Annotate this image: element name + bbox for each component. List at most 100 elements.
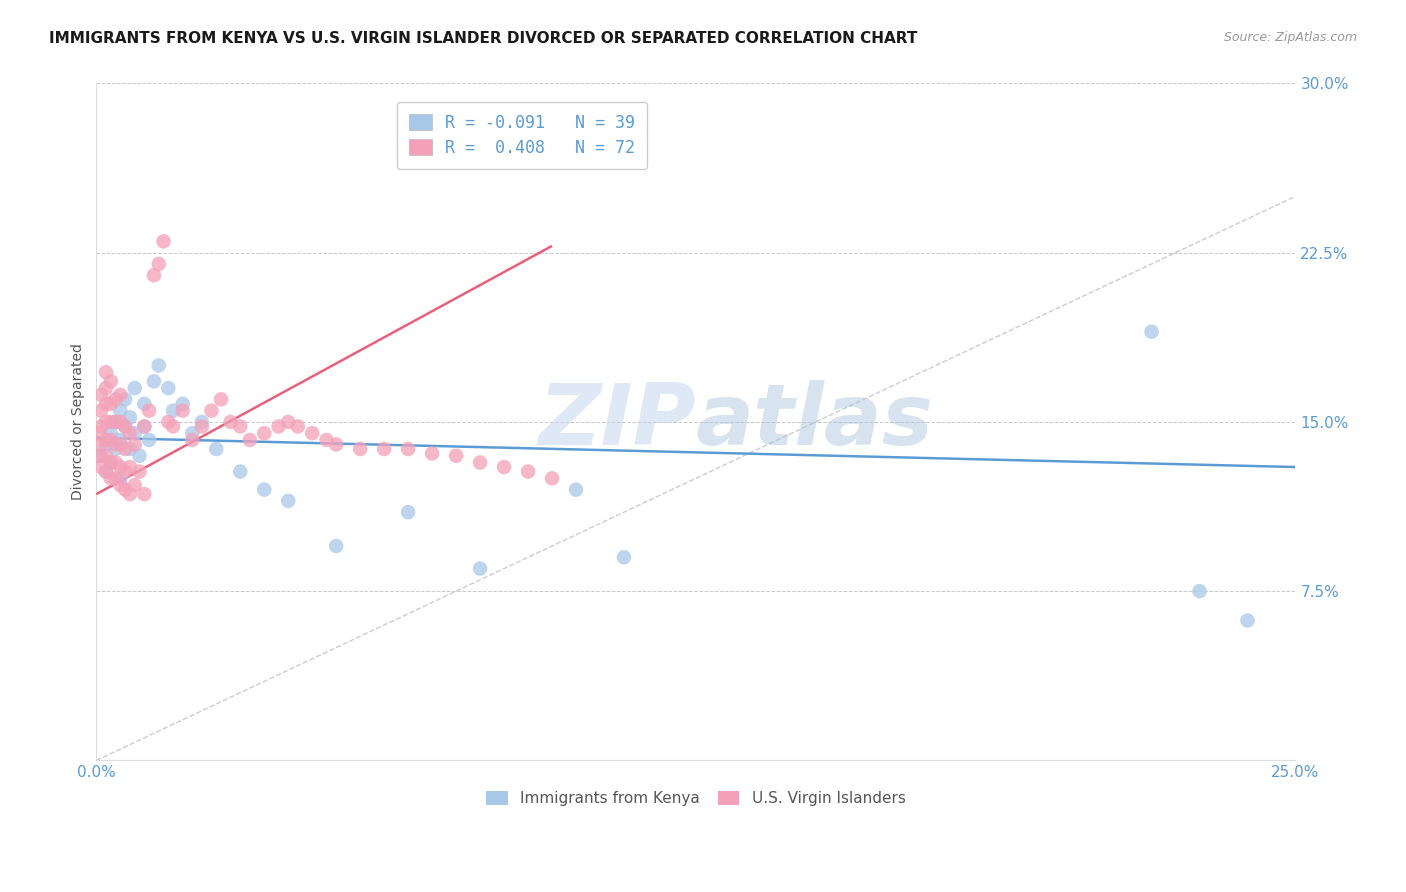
Point (349, 442, 371, 456)
Point (468, 561, 491, 575)
Point (396, 442, 419, 456)
Point (172, 397, 194, 411)
Point (219, 415, 242, 429)
Point (114, 419, 136, 434)
Point (134, 397, 156, 411)
Point (124, 437, 146, 451)
Point (90, 460, 112, 475)
Point (90, 388, 112, 402)
Point (110, 471, 132, 485)
Point (100, 374, 122, 388)
Text: ZIP: ZIP (538, 380, 696, 464)
Point (118, 410, 141, 425)
Point (134, 487, 156, 501)
Point (94, 415, 117, 429)
Point (94, 433, 117, 447)
Point (134, 419, 156, 434)
Point (118, 426, 141, 441)
Point (94, 397, 117, 411)
Point (191, 419, 214, 434)
Point (315, 433, 337, 447)
Point (94, 465, 117, 479)
Legend: Immigrants from Kenya, U.S. Virgin Islanders: Immigrants from Kenya, U.S. Virgin Islan… (478, 783, 912, 814)
Point (1140, 325, 1163, 339)
Point (468, 456, 491, 470)
Point (1236, 614, 1258, 628)
Point (114, 392, 136, 407)
Point (613, 550, 636, 565)
Point (267, 419, 290, 434)
Point (124, 478, 146, 492)
Point (110, 478, 132, 492)
Point (277, 494, 299, 508)
Point (128, 449, 150, 463)
Point (87, 449, 110, 463)
Point (396, 505, 419, 519)
Point (110, 388, 132, 402)
Point (110, 415, 132, 429)
Point (205, 442, 228, 456)
Point (142, 374, 165, 388)
Point (118, 487, 141, 501)
Point (287, 419, 309, 434)
Point (1188, 584, 1211, 599)
Point (114, 483, 136, 497)
Point (104, 456, 127, 470)
Text: atlas: atlas (696, 380, 934, 464)
Point (100, 415, 122, 429)
Point (162, 419, 184, 434)
Point (110, 433, 132, 447)
Point (87, 426, 110, 441)
Point (100, 397, 122, 411)
Point (114, 419, 136, 434)
Point (90, 403, 112, 417)
Point (200, 403, 222, 417)
Point (172, 403, 194, 417)
Point (148, 359, 170, 373)
Point (94, 465, 117, 479)
Point (110, 403, 132, 417)
Point (100, 456, 122, 470)
Point (325, 539, 347, 553)
Point (100, 433, 122, 447)
Point (517, 465, 540, 479)
Point (90, 419, 112, 434)
Point (94, 381, 117, 395)
Point (229, 465, 252, 479)
Point (565, 483, 588, 497)
Point (100, 471, 122, 485)
Point (104, 437, 127, 451)
Point (239, 433, 262, 447)
Point (104, 415, 127, 429)
Text: Source: ZipAtlas.com: Source: ZipAtlas.com (1223, 31, 1357, 45)
Point (157, 415, 180, 429)
Point (162, 403, 184, 417)
Point (209, 392, 232, 407)
Point (104, 442, 127, 456)
Point (118, 442, 141, 456)
Point (229, 419, 252, 434)
Point (134, 419, 156, 434)
Point (100, 456, 122, 470)
Point (541, 471, 564, 485)
Point (420, 446, 443, 460)
Point (191, 415, 214, 429)
Point (94, 449, 117, 463)
Point (301, 426, 323, 441)
Point (110, 460, 132, 475)
Y-axis label: Divorced or Separated: Divorced or Separated (72, 343, 86, 500)
Point (104, 471, 127, 485)
Point (138, 433, 160, 447)
Point (104, 392, 127, 407)
Point (110, 437, 132, 451)
Point (90, 437, 112, 451)
Point (181, 426, 204, 441)
Point (118, 460, 141, 475)
Point (104, 415, 127, 429)
Point (94, 365, 117, 379)
Point (181, 433, 204, 447)
Point (253, 483, 276, 497)
Point (444, 449, 467, 463)
Point (492, 460, 515, 475)
Point (128, 465, 150, 479)
